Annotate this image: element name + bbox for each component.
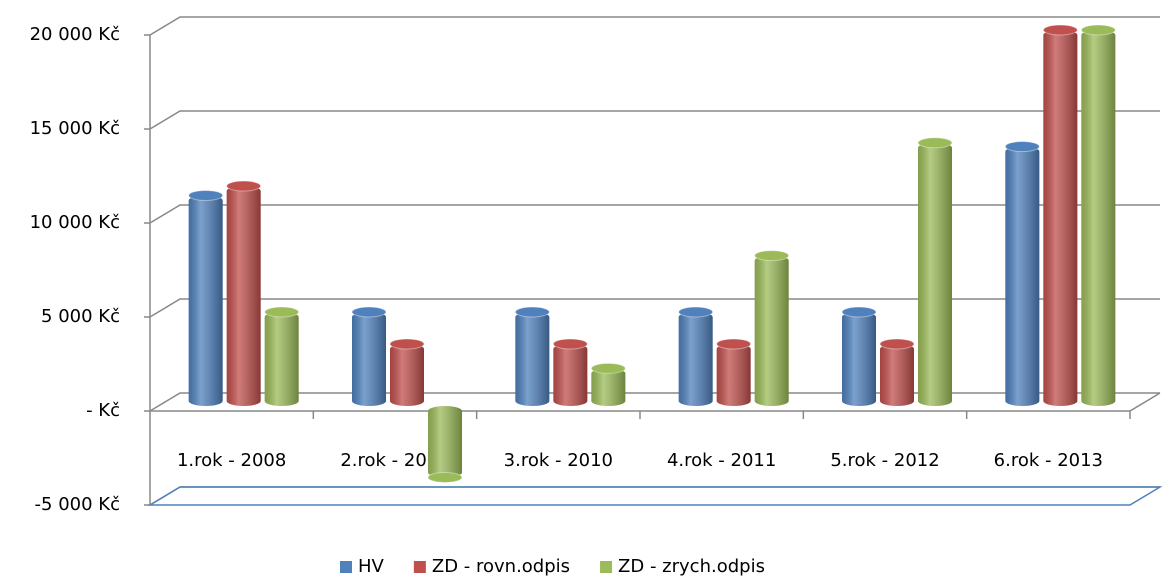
bar-shade <box>716 343 751 406</box>
bar-cap <box>590 362 626 374</box>
bar-cap <box>389 338 425 350</box>
bar-shade <box>390 343 424 406</box>
bar-shade <box>188 195 223 406</box>
grid-line <box>149 16 1160 36</box>
bar-cap <box>1042 24 1078 36</box>
grid-line <box>149 392 1160 412</box>
y-tick-label: - Kč <box>86 400 120 421</box>
bar-cap <box>226 180 262 192</box>
legend-label: HV <box>358 556 385 577</box>
bar-cap <box>716 338 752 350</box>
bar-cap <box>1080 24 1116 36</box>
bar-shade <box>264 312 299 406</box>
y-tick-label: 20 000 Kč <box>30 24 120 45</box>
x-tick-label: 6.rok - 2013 <box>994 450 1103 471</box>
bar-cap <box>841 306 877 318</box>
x-tick-label: 5.rok - 2012 <box>830 450 939 471</box>
legend-swatch <box>413 561 426 573</box>
bar-shade <box>352 312 386 406</box>
legend-label: ZD - rovn.odpis <box>432 556 570 577</box>
bar-cap <box>552 338 588 350</box>
bottom-plane <box>147 486 1163 506</box>
y-tick-label: -5 000 Kč <box>35 494 120 515</box>
legend-swatch <box>600 561 613 573</box>
bar-cap <box>514 306 550 318</box>
bar-cap <box>754 250 790 262</box>
x-tick-label: 2.rok - 2009 <box>340 450 449 471</box>
y-tick-label: 5 000 Kč <box>41 306 120 327</box>
grid-line <box>149 204 1160 224</box>
bar-cap <box>264 306 300 318</box>
legend-swatch <box>340 561 352 573</box>
bar-shade <box>591 368 626 406</box>
x-tick-label: 1.rok - 2008 <box>177 450 286 471</box>
bar-shade <box>1043 30 1078 406</box>
bar-shade <box>918 142 952 407</box>
grid-line <box>149 110 1160 130</box>
bar-shade <box>1081 30 1116 406</box>
bar-cap <box>188 189 224 201</box>
bar-cap <box>678 306 714 318</box>
y-tick-label: 10 000 Kč <box>30 212 120 233</box>
bar-cap <box>917 137 953 149</box>
bar-shade <box>678 312 713 406</box>
bar-shade <box>428 406 462 478</box>
bar-cap <box>879 338 915 350</box>
grid-line <box>149 486 1160 506</box>
x-tick-label: 4.rok - 2011 <box>667 450 776 471</box>
bar-shade <box>515 312 550 406</box>
grid-line <box>149 298 1160 318</box>
bar-cap <box>427 471 463 483</box>
bar-shade <box>553 343 588 406</box>
bar-shade <box>754 255 789 406</box>
bar-shade <box>226 186 261 406</box>
legend-label: ZD - zrych.odpis <box>618 556 765 577</box>
bar-shade <box>1005 146 1040 406</box>
bar-shade <box>880 343 914 406</box>
bar-cap <box>351 306 387 318</box>
bar-cap <box>1004 141 1040 153</box>
bar-shade <box>842 312 876 406</box>
x-tick-label: 3.rok - 2010 <box>504 450 613 471</box>
y-tick-label: 15 000 Kč <box>30 118 120 139</box>
